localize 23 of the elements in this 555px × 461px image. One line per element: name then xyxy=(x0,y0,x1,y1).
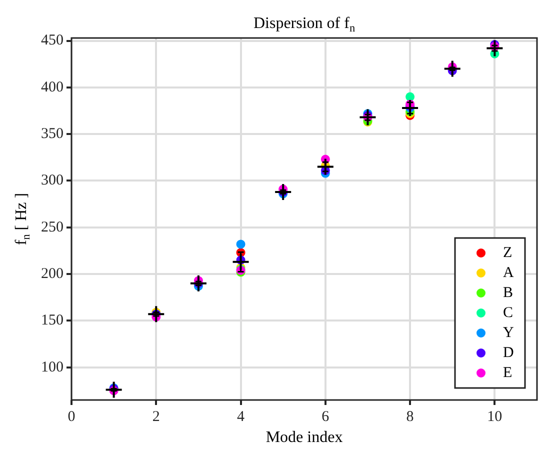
x-tick-label: 6 xyxy=(322,408,330,425)
x-tick-label: 4 xyxy=(237,408,246,425)
legend-label: E xyxy=(503,364,512,381)
y-tick-label: 350 xyxy=(41,126,64,142)
x-axis-title: Mode index xyxy=(266,429,343,446)
y-tick-label: 150 xyxy=(41,312,64,329)
y-tick-label: 100 xyxy=(41,359,64,376)
legend-label: A xyxy=(503,264,514,281)
x-tick-label: 10 xyxy=(487,408,502,425)
y-tick-label: 250 xyxy=(41,219,64,236)
y-tick-label: 400 xyxy=(41,79,64,96)
legend-label: D xyxy=(503,344,514,361)
y-axis-title: fn [ Hz ] xyxy=(13,192,33,246)
y-tick-label: 300 xyxy=(41,172,64,189)
y-tick-label: 450 xyxy=(41,32,64,49)
y-tick-label: 200 xyxy=(41,266,64,282)
legend-label: C xyxy=(503,304,514,321)
x-tick-label: 2 xyxy=(152,408,160,425)
legend-label: Y xyxy=(503,324,514,341)
x-tick-label: 0 xyxy=(68,408,76,425)
legend-label: Z xyxy=(503,244,512,261)
legend-label: B xyxy=(503,284,514,301)
x-tick-label: 8 xyxy=(406,408,414,425)
